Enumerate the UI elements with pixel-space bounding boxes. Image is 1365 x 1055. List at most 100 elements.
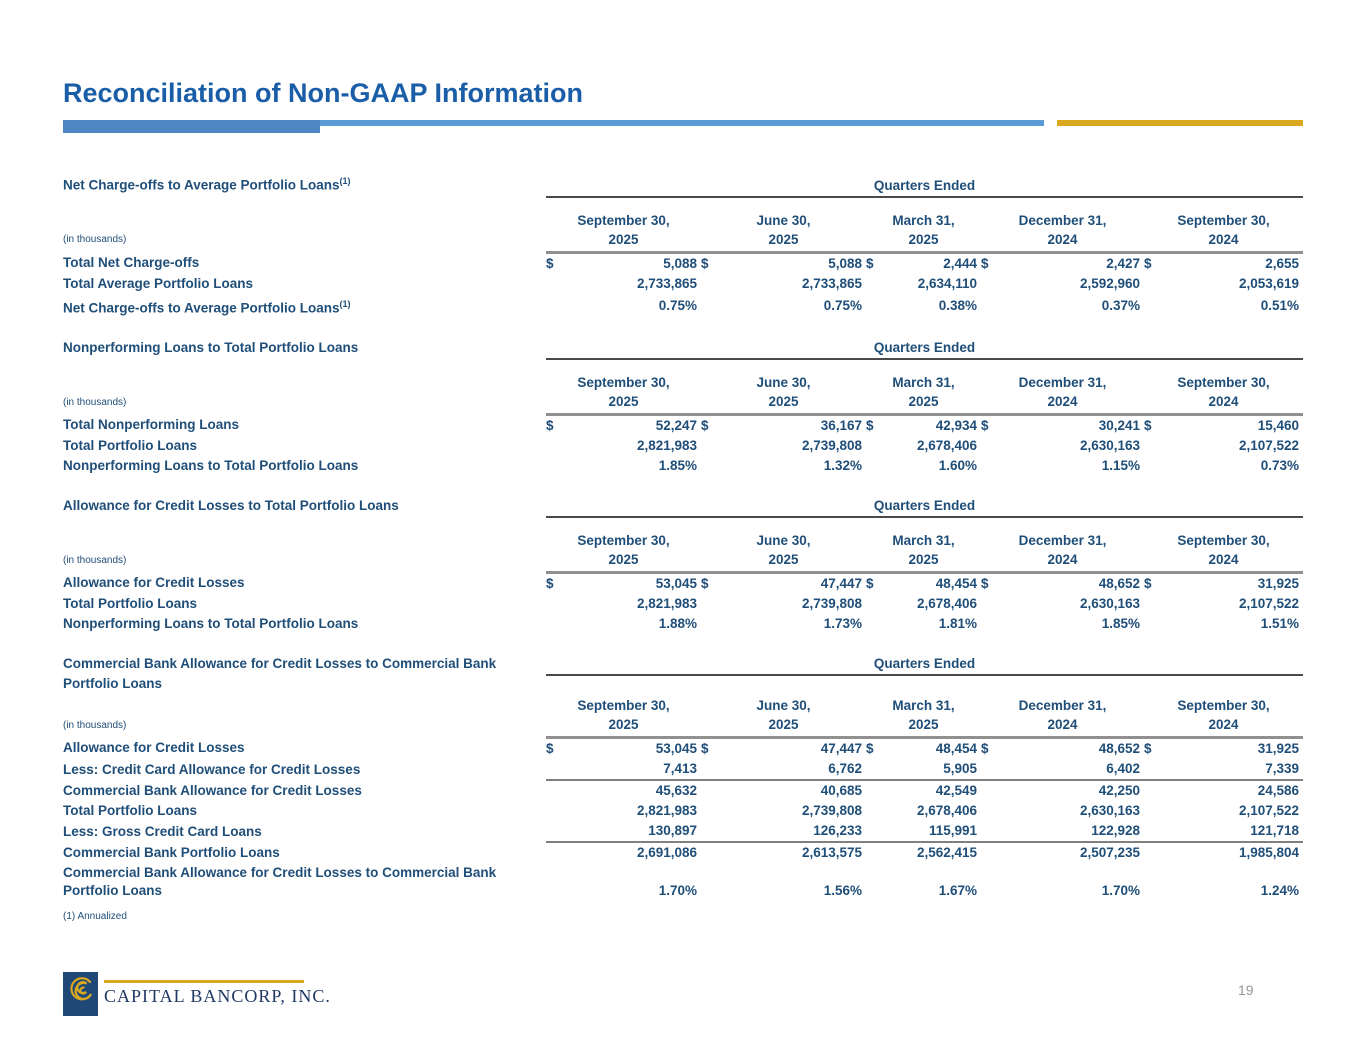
- divider-thick-blue-bar: [63, 120, 320, 133]
- cell-value: 2,739,808: [801, 803, 863, 818]
- cell-value: 2,739,808: [801, 596, 863, 611]
- table-section-commercial-bank-allowance: Commercial Bank Allowance for Credit Los…: [63, 654, 1304, 901]
- footnote-marker: (1): [339, 176, 351, 186]
- cell-value: 6,402: [999, 759, 1145, 781]
- logo-company-name: CAPITAL BANCORP, INC.: [104, 986, 331, 1006]
- cell-value: 1.81%: [938, 616, 978, 631]
- row-label: Allowance for Credit Losses: [63, 575, 245, 591]
- dollar-sign: [546, 842, 565, 863]
- cell-value: 2,630,163: [1079, 438, 1141, 453]
- quarters-ended-header: Quarters Ended: [546, 340, 1303, 360]
- data-table: (in thousands) September 30, 2025 June 30, 2…: [63, 518, 1304, 634]
- cell-value: 0.38%: [938, 297, 978, 313]
- dollar-sign: [546, 594, 565, 614]
- table-row: Net Charge-offs to Average Portfolio Loa…: [63, 294, 1303, 319]
- table-section-nonperforming-loans: Nonperforming Loans to Total Portfolio L…: [63, 338, 1304, 476]
- cell-value: 6,762: [719, 759, 867, 781]
- dollar-sign: $: [981, 418, 989, 433]
- cell-value: 53,045: [655, 576, 698, 591]
- cell-value: 2,562,415: [916, 845, 978, 860]
- dollar-sign: [1144, 863, 1162, 901]
- dollar-sign: [981, 614, 999, 634]
- row-label: Commercial Bank Allowance for Credit Los…: [63, 865, 497, 898]
- cell-value: 2,634,110: [917, 275, 978, 291]
- row-label: Nonperforming Loans to Total Portfolio L…: [63, 616, 359, 631]
- cell-value: 126,233: [719, 821, 867, 843]
- section-header: Allowance for Credit Losses to Total Por…: [63, 496, 1303, 518]
- column-header: June 30, 2025: [701, 197, 867, 254]
- cell-value: 48,454: [935, 576, 978, 591]
- cell-value: 2,678,406: [916, 803, 978, 818]
- dollar-sign: $: [1144, 576, 1152, 591]
- table-row: Commercial Bank Allowance for Credit Los…: [63, 863, 1303, 901]
- column-header: December 31, 2024: [981, 518, 1145, 574]
- cell-value: 1.73%: [823, 616, 863, 631]
- cell-value: 2,691,086: [636, 845, 698, 860]
- cell-value: 1.32%: [823, 458, 863, 473]
- dollar-sign: [701, 821, 720, 843]
- divider-thin-blue-line: [63, 120, 1044, 126]
- dollar-sign: [981, 456, 999, 476]
- section-header: Net Charge-offs to Average Portfolio Loa…: [63, 171, 1303, 198]
- table-row: Commercial Bank Allowance for Credit Los…: [63, 780, 1303, 801]
- dollar-sign: [701, 842, 719, 863]
- cell-value: 0.75%: [658, 297, 698, 313]
- cell-value: 48,652: [1098, 576, 1141, 591]
- row-label: Total Portfolio Loans: [63, 803, 197, 818]
- table-row: Commercial Bank Portfolio Loans 2,691,086…: [63, 842, 1303, 863]
- cell-value: 47,447: [820, 576, 863, 591]
- dollar-sign: [546, 294, 565, 319]
- cell-value: 53,045: [655, 741, 698, 756]
- cell-value: 45,632: [655, 783, 698, 798]
- row-label: Total Nonperforming Loans: [63, 417, 239, 433]
- table-row: Less: Gross Credit Card Loans 130,897 126,…: [63, 821, 1304, 843]
- dollar-sign: [701, 780, 719, 801]
- cell-value: 2,821,983: [636, 803, 698, 818]
- table-row: Total Average Portfolio Loans 2,733,865 2,…: [63, 274, 1303, 294]
- dollar-sign: [1144, 821, 1163, 843]
- cell-value: 31,925: [1257, 576, 1300, 591]
- dollar-sign: [701, 294, 719, 319]
- dollar-sign: [546, 274, 565, 294]
- dollar-sign: [1144, 456, 1162, 476]
- row-label: Net Charge-offs to Average Portfolio Loa…: [63, 298, 351, 316]
- cell-value: 2,678,406: [916, 438, 978, 453]
- dollar-sign: $: [1144, 741, 1152, 756]
- cell-value: 1.70%: [1101, 883, 1141, 898]
- column-header: March 31, 2025: [866, 197, 982, 254]
- dollar-sign: [866, 456, 884, 476]
- data-table: (in thousands) September 30, 2025 June 30, 2…: [63, 360, 1304, 476]
- quarters-ended-header: Quarters Ended: [546, 498, 1303, 518]
- dollar-sign: $: [866, 418, 874, 433]
- table-title: Allowance for Credit Losses to Total Por…: [63, 498, 399, 513]
- cell-value: 5,088: [828, 255, 863, 271]
- table-row: Nonperforming Loans to Total Portfolio L…: [63, 456, 1303, 476]
- dollar-sign: $: [866, 741, 874, 756]
- dollar-sign: $: [981, 576, 989, 591]
- dollar-sign: [1144, 274, 1162, 294]
- dollar-sign: [1144, 780, 1162, 801]
- cell-value: 2,678,406: [916, 596, 978, 611]
- table-row: Nonperforming Loans to Total Portfolio L…: [63, 614, 1303, 634]
- cell-value: 2,444: [943, 255, 978, 271]
- table-section-allowance-credit-losses: Allowance for Credit Losses to Total Por…: [63, 496, 1304, 634]
- dollar-sign: [981, 436, 999, 456]
- cell-value: 1.85%: [658, 458, 698, 473]
- cell-value: 5,905: [884, 759, 982, 781]
- cell-value: 24,586: [1257, 783, 1300, 798]
- dollar-sign: $: [1144, 255, 1152, 271]
- logo-spiral-icon: [63, 972, 98, 1016]
- cell-value: 2,630,163: [1079, 803, 1141, 818]
- dollar-sign: [701, 614, 719, 634]
- quarters-ended-header: Quarters Ended: [546, 656, 1303, 676]
- dollar-sign: [701, 594, 719, 614]
- cell-value: 1.24%: [1260, 883, 1300, 898]
- column-header-row: (in thousands) September 30, 2025 June 30, 2…: [63, 197, 1304, 254]
- dollar-sign: [1144, 759, 1163, 781]
- dollar-sign: [546, 759, 565, 781]
- cell-value: 2,821,983: [636, 596, 698, 611]
- table-row: Less: Credit Card Allowance for Credit L…: [63, 759, 1304, 781]
- data-table: (in thousands) September 30, 2025 June 30, 2…: [63, 197, 1304, 319]
- dollar-sign: $: [701, 741, 709, 756]
- table-title: Net Charge-offs to Average Portfolio Loa…: [63, 176, 351, 193]
